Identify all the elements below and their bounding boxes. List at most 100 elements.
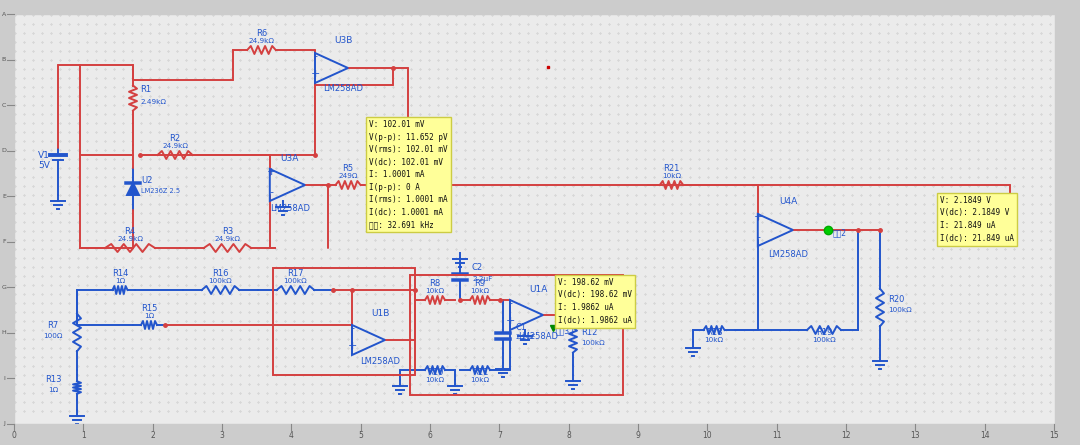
- Text: -: -: [756, 232, 760, 242]
- Text: 249Ω: 249Ω: [338, 173, 357, 179]
- Bar: [1055, 0, 1080, 445]
- Text: R3: R3: [221, 227, 233, 236]
- Text: B: B: [2, 57, 6, 62]
- Text: D: D: [1, 148, 6, 153]
- Text: R10: R10: [427, 368, 443, 377]
- Text: LM258AD: LM258AD: [323, 84, 363, 93]
- Text: +: +: [348, 341, 356, 351]
- Text: LM258AD: LM258AD: [271, 204, 311, 213]
- Text: 10kΩ: 10kΩ: [426, 377, 445, 383]
- Text: R14: R14: [112, 269, 129, 278]
- Text: R16: R16: [213, 269, 229, 278]
- Text: -: -: [313, 51, 318, 61]
- Text: R7: R7: [48, 320, 58, 329]
- Text: 10kΩ: 10kΩ: [471, 377, 489, 383]
- Text: 2.2μF: 2.2μF: [472, 275, 492, 282]
- Text: 8: 8: [566, 432, 571, 441]
- Text: R11: R11: [472, 368, 488, 377]
- Text: 探针3↓: 探针3↓: [556, 326, 577, 335]
- Text: F: F: [2, 239, 5, 244]
- Text: A: A: [2, 12, 6, 16]
- Text: LM258AD: LM258AD: [360, 357, 400, 366]
- Text: 24.9kΩ: 24.9kΩ: [162, 143, 188, 149]
- Text: U4A: U4A: [779, 197, 797, 206]
- Text: R6: R6: [256, 29, 267, 38]
- Bar: [0, 0, 1080, 14]
- Bar: [410, 275, 623, 395]
- Text: H: H: [2, 330, 6, 336]
- Text: R5: R5: [342, 164, 353, 173]
- Text: U3A: U3A: [280, 154, 298, 163]
- Text: 100kΩ: 100kΩ: [812, 337, 836, 343]
- Text: 24.9kΩ: 24.9kΩ: [215, 236, 241, 242]
- Text: R2: R2: [170, 134, 180, 143]
- Text: C1: C1: [515, 323, 526, 332]
- Text: 10kΩ: 10kΩ: [704, 337, 724, 343]
- Text: 10kΩ: 10kΩ: [426, 288, 445, 294]
- Text: 15: 15: [1049, 432, 1058, 441]
- Text: +: +: [310, 69, 320, 79]
- Text: 24.9kΩ: 24.9kΩ: [117, 236, 143, 242]
- Text: 12: 12: [841, 432, 851, 441]
- Text: 3: 3: [219, 432, 225, 441]
- Text: U2: U2: [141, 176, 152, 185]
- Text: R15: R15: [140, 304, 158, 313]
- Text: G: G: [1, 285, 6, 290]
- Text: U1A: U1A: [529, 285, 548, 294]
- Text: V: 198.62 mV
V(dc): 198.62 mV
I: 1.9862 uA
I(dc): 1.9862 uA: V: 198.62 mV V(dc): 198.62 mV I: 1.9862 …: [558, 278, 632, 324]
- Text: 2: 2: [150, 432, 156, 441]
- Text: R13: R13: [44, 376, 62, 384]
- Text: J: J: [3, 421, 5, 426]
- Text: R19: R19: [815, 328, 833, 337]
- Text: R4: R4: [124, 227, 136, 236]
- Text: 4: 4: [288, 432, 294, 441]
- Text: 11: 11: [772, 432, 782, 441]
- Text: +: +: [754, 212, 764, 222]
- Text: 探针↓: 探针↓: [381, 182, 396, 191]
- Text: V: 2.1849 V
V(dc): 2.1849 V
I: 21.849 uA
I(dc): 21.849 uA: V: 2.1849 V V(dc): 2.1849 V I: 21.849 uA…: [940, 196, 1014, 243]
- Text: 6: 6: [428, 432, 432, 441]
- Text: 10kΩ: 10kΩ: [662, 173, 681, 179]
- Text: 探针2: 探针2: [833, 228, 847, 237]
- Text: V1: V1: [38, 150, 50, 159]
- Text: 0: 0: [12, 432, 16, 441]
- Text: R18: R18: [705, 328, 723, 337]
- Text: 24.9kΩ: 24.9kΩ: [248, 38, 274, 44]
- Text: U3B: U3B: [334, 36, 352, 45]
- Text: C2: C2: [472, 263, 483, 272]
- Text: E: E: [2, 194, 5, 199]
- Bar: [0, 0, 14, 445]
- Text: U1B: U1B: [370, 309, 389, 318]
- Text: 1Ω: 1Ω: [114, 278, 125, 284]
- Text: 5V: 5V: [38, 162, 50, 170]
- Text: I: I: [3, 376, 5, 381]
- Text: +: +: [267, 167, 276, 177]
- Text: 1Ω: 1Ω: [48, 388, 58, 393]
- Text: R8: R8: [430, 279, 441, 288]
- Text: 2.2μF: 2.2μF: [515, 335, 536, 340]
- Text: LM236Z 2.5: LM236Z 2.5: [141, 188, 180, 194]
- Bar: [0, 424, 1080, 445]
- Text: R1: R1: [140, 85, 151, 94]
- Text: 1Ω: 1Ω: [144, 313, 154, 319]
- Text: 1: 1: [81, 432, 85, 441]
- Text: 14: 14: [980, 432, 989, 441]
- Text: +: +: [505, 316, 515, 326]
- Text: R9: R9: [474, 279, 486, 288]
- Text: R17: R17: [287, 269, 303, 278]
- Text: LM258AD: LM258AD: [768, 250, 808, 259]
- Text: 100Ω: 100Ω: [43, 332, 63, 339]
- Text: LM258AD: LM258AD: [518, 332, 558, 341]
- Text: -: -: [269, 187, 273, 197]
- Text: 100kΩ: 100kΩ: [208, 278, 232, 284]
- Text: 100kΩ: 100kΩ: [888, 307, 912, 313]
- Text: 5: 5: [359, 432, 363, 441]
- Text: 10kΩ: 10kΩ: [471, 288, 489, 294]
- Text: 10: 10: [702, 432, 712, 441]
- Text: 100kΩ: 100kΩ: [581, 340, 605, 346]
- Text: V: 102.01 mV
V(p-p): 11.652 pV
V(rms): 102.01 mV
V(dc): 102.01 mV
I: 1.0001 mA
I: V: 102.01 mV V(p-p): 11.652 pV V(rms): 1…: [369, 120, 447, 229]
- Text: R20: R20: [888, 295, 904, 304]
- Polygon shape: [127, 183, 139, 195]
- Text: 7: 7: [497, 432, 502, 441]
- Bar: [273, 268, 415, 375]
